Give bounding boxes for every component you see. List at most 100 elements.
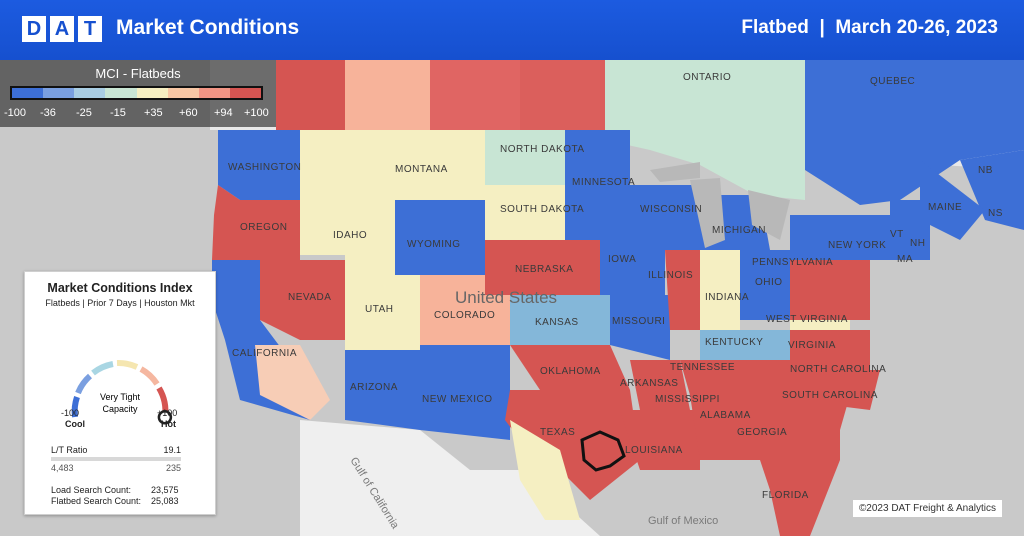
- region-utah: [345, 255, 420, 350]
- gauge-segment: [116, 360, 139, 370]
- legend-tick: +100: [244, 107, 269, 119]
- svg-text:MONTANA: MONTANA: [395, 164, 448, 175]
- gauge-max-label: Hot: [161, 419, 176, 429]
- logo-letter: D: [22, 16, 46, 42]
- region-south-dakota: [485, 185, 565, 240]
- gauge-segment: [75, 373, 93, 395]
- region-arkansas: [630, 360, 690, 410]
- svg-text:UTAH: UTAH: [365, 304, 393, 315]
- svg-text:ILLINOIS: ILLINOIS: [648, 270, 693, 281]
- load-search-label: Load Search Count:: [51, 485, 132, 495]
- region-california-s: [255, 345, 330, 420]
- legend-color-bar: [10, 86, 263, 100]
- svg-text:WEST VIRGINIA: WEST VIRGINIA: [766, 314, 848, 325]
- svg-text:FLORIDA: FLORIDA: [762, 490, 809, 501]
- flatbed-search-value: 25,083: [151, 496, 179, 506]
- svg-text:NORTH DAKOTA: NORTH DAKOTA: [500, 144, 585, 155]
- svg-text:TENNESSEE: TENNESSEE: [670, 362, 735, 373]
- region-north-dakota: [485, 130, 565, 185]
- svg-text:VT: VT: [890, 229, 904, 240]
- legend-color-swatch: [167, 88, 199, 98]
- region-tennessee: [680, 360, 790, 395]
- svg-text:NEW YORK: NEW YORK: [828, 240, 886, 251]
- svg-text:NH: NH: [910, 238, 925, 249]
- page-title: Market Conditions: [116, 16, 300, 39]
- svg-text:TEXAS: TEXAS: [540, 427, 575, 438]
- lake-michigan: [690, 178, 725, 248]
- mci-legend: MCI - Flatbeds -100 -36 -25 -15 +35 +60 …: [0, 60, 276, 127]
- svg-text:NEW MEXICO: NEW MEXICO: [422, 394, 493, 405]
- houston-market-highlight[interactable]: [580, 430, 626, 472]
- region-pennsylvania: [790, 260, 870, 320]
- svg-text:WISCONSIN: WISCONSIN: [640, 204, 702, 215]
- region-illinois: [665, 250, 700, 330]
- card-subtitle: Flatbeds | Prior 7 Days | Houston Mkt: [45, 298, 195, 308]
- svg-text:OREGON: OREGON: [240, 222, 287, 233]
- lake-huron: [748, 190, 790, 240]
- gauge-segment: [91, 361, 114, 376]
- region-wyoming: [395, 200, 485, 275]
- svg-text:OHIO: OHIO: [755, 277, 783, 288]
- gauge-label-line2: Capacity: [102, 404, 138, 414]
- svg-text:MISSOURI: MISSOURI: [612, 316, 665, 327]
- gauge-segment: [71, 396, 80, 418]
- svg-text:CALIFORNIA: CALIFORNIA: [232, 348, 297, 359]
- svg-text:NS: NS: [988, 208, 1003, 219]
- card-title: Market Conditions Index: [47, 281, 193, 295]
- region-manitoba: [520, 60, 605, 130]
- svg-text:NEVADA: NEVADA: [288, 292, 331, 303]
- load-count: 4,483: [51, 463, 74, 473]
- svg-text:IDAHO: IDAHO: [333, 230, 367, 241]
- legend-tick: +94: [214, 107, 233, 119]
- copyright-badge: ©2023 DAT Freight & Analytics: [852, 500, 1002, 517]
- svg-text:KANSAS: KANSAS: [535, 317, 579, 328]
- legend-color-swatch: [74, 88, 106, 98]
- region-sask: [430, 60, 520, 130]
- svg-text:ARKANSAS: ARKANSAS: [620, 378, 678, 389]
- market-conditions-index-card: Market Conditions Index Flatbeds | Prior…: [24, 271, 216, 515]
- region-texas-east: [505, 390, 640, 500]
- region-ontario: [605, 60, 805, 200]
- region-south-carolina: [790, 395, 850, 430]
- gauge-segment: [139, 366, 160, 386]
- gauge-max-value: +100: [157, 408, 178, 418]
- region-alabama: [740, 395, 790, 460]
- svg-text:ARIZONA: ARIZONA: [350, 382, 398, 393]
- region-quebec: [805, 60, 1024, 205]
- lt-ratio-bar: [51, 457, 181, 461]
- legend-color-swatch: [105, 88, 137, 98]
- region-alberta: [345, 60, 430, 130]
- header-bar: D A T Market Conditions Flatbed | March …: [0, 0, 1024, 60]
- svg-text:NORTH CAROLINA: NORTH CAROLINA: [790, 364, 886, 375]
- region-nebraska: [485, 240, 600, 295]
- region-indiana: [700, 250, 740, 330]
- region-nevada: [260, 260, 345, 340]
- load-search-value: 23,575: [151, 485, 179, 495]
- legend-color-swatch: [43, 88, 75, 98]
- region-florida: [760, 460, 840, 536]
- svg-text:WASHINGTON: WASHINGTON: [228, 162, 301, 173]
- lt-ratio-label: L/T Ratio: [51, 445, 88, 455]
- market-conditions-map[interactable]: WASHINGTON OREGON CALIFORNIA NEVADA IDAH…: [0, 60, 1024, 536]
- legend-tick: -100: [4, 107, 27, 119]
- svg-text:MA: MA: [897, 254, 913, 265]
- svg-text:QUEBEC: QUEBEC: [870, 76, 915, 87]
- region-minnesota: [565, 130, 630, 240]
- logo-letter: A: [50, 16, 74, 42]
- gauge-label-line1: Very Tight: [100, 392, 141, 402]
- svg-text:PENNSYLVANIA: PENNSYLVANIA: [752, 257, 833, 268]
- truck-count: 235: [165, 463, 181, 473]
- lt-ratio-value: 19.1: [163, 445, 181, 455]
- region-missouri: [610, 295, 670, 360]
- region-wisconsin: [630, 185, 700, 250]
- gauge-min-value: -100: [61, 408, 80, 418]
- svg-text:WYOMING: WYOMING: [407, 239, 461, 250]
- region-mississippi: [690, 395, 740, 460]
- legend-tick: -15: [110, 107, 126, 119]
- region-new-mexico: [420, 345, 510, 440]
- region-new-york: [790, 215, 900, 260]
- legend-tick: -36: [40, 107, 56, 119]
- svg-text:KENTUCKY: KENTUCKY: [705, 337, 763, 348]
- gauge-min-label: Cool: [65, 419, 85, 429]
- legend-tick: +60: [179, 107, 198, 119]
